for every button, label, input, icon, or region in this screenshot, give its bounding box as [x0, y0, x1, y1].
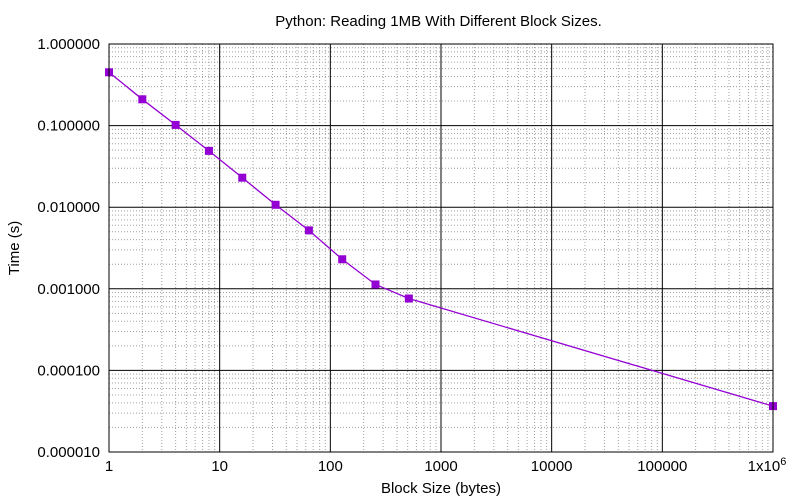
y-tick-label: 0.000100	[37, 362, 100, 379]
x-tick-label: 1000	[424, 458, 457, 475]
x-tick-label: 1	[105, 458, 113, 475]
y-axis-label: Time (s)	[6, 221, 23, 275]
y-tick-label: 0.001000	[37, 281, 100, 298]
x-tick-label: 100	[318, 458, 343, 475]
x-axis-label: Block Size (bytes)	[381, 480, 501, 497]
x-tick-label-exponent: 6	[780, 456, 786, 468]
plot-border	[108, 43, 774, 453]
grid	[108, 43, 774, 453]
y-tick-label: 0.000010	[37, 444, 100, 461]
y-tick-label: 1.000000	[37, 36, 100, 53]
data-point	[238, 173, 247, 182]
y-tick-label: 0.010000	[37, 199, 100, 216]
x-tick-label: 10000	[531, 458, 573, 475]
chart-title: Python: Reading 1MB With Different Block…	[275, 13, 602, 30]
data-point	[338, 255, 347, 264]
data-point	[404, 294, 413, 303]
data-point	[204, 146, 213, 155]
x-tick-label: 1x106	[748, 456, 787, 475]
y-tick-label: 0.100000	[37, 118, 100, 135]
data-point	[271, 200, 280, 209]
data-point	[304, 226, 313, 235]
data-point	[138, 95, 147, 104]
data-point	[171, 120, 180, 129]
data-point	[371, 280, 380, 289]
x-tick-label: 100000	[637, 458, 687, 475]
x-tick-label: 10	[211, 458, 228, 475]
tick-labels: 1 10 100 1000 10000 100000 1x106 0.000010 0.0001…	[37, 36, 786, 475]
